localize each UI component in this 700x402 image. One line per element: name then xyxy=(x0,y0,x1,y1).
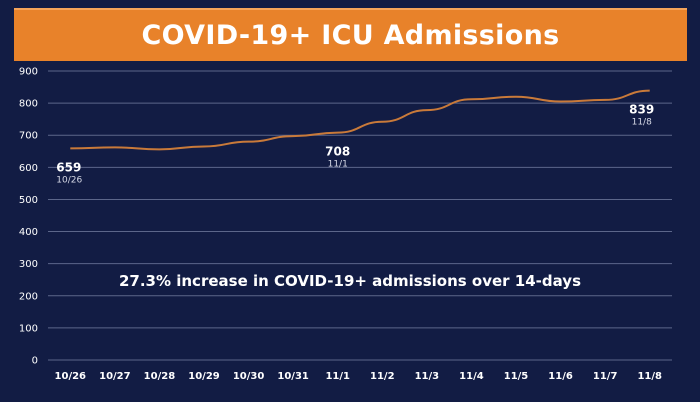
data-label-value-11-8: 839 xyxy=(629,103,654,117)
y-tick-label-300: 300 xyxy=(19,259,38,270)
data-label-date-10-26: 10/26 xyxy=(56,175,82,185)
title-bar: COVID-19+ ICU Admissions xyxy=(14,8,687,61)
y-tick-label-400: 400 xyxy=(19,227,38,238)
x-tick-label-11-4: 11/4 xyxy=(459,371,484,382)
x-tick-label-11-7: 11/7 xyxy=(593,371,618,382)
x-tick-label-10-31: 10/31 xyxy=(277,371,309,382)
chart-annotation: 27.3% increase in COVID-19+ admissions o… xyxy=(118,272,582,290)
series-line xyxy=(70,89,650,151)
y-tick-label-200: 200 xyxy=(19,291,38,302)
x-tick-label-10-28: 10/28 xyxy=(144,371,176,382)
x-tick-label-10-30: 10/30 xyxy=(233,371,265,382)
y-tick-label-700: 700 xyxy=(19,131,38,142)
x-tick-label-11-3: 11/3 xyxy=(415,371,440,382)
data-label-value-10-26: 659 xyxy=(56,160,81,174)
y-tick-label-0: 0 xyxy=(32,356,38,367)
y-tick-label-500: 500 xyxy=(19,195,38,206)
data-label-value-11-1: 708 xyxy=(325,145,350,159)
y-tick-label-900: 900 xyxy=(19,67,38,78)
data-label-date-11-1: 11/1 xyxy=(328,160,348,170)
x-tick-label-11-1: 11/1 xyxy=(325,371,350,382)
x-tick-label-10-26: 10/26 xyxy=(55,371,87,382)
x-tick-label-11-6: 11/6 xyxy=(548,371,573,382)
x-tick-label-10-29: 10/29 xyxy=(188,371,220,382)
y-tick-label-600: 600 xyxy=(19,163,38,174)
x-tick-label-11-2: 11/2 xyxy=(370,371,395,382)
chart-title: COVID-19+ ICU Admissions xyxy=(141,20,560,51)
y-tick-label-100: 100 xyxy=(19,323,38,334)
x-tick-label-10-27: 10/27 xyxy=(99,371,131,382)
data-label-date-11-8: 11/8 xyxy=(632,118,652,128)
x-tick-label-11-5: 11/5 xyxy=(504,371,529,382)
x-tick-label-11-8: 11/8 xyxy=(637,371,662,382)
y-tick-label-800: 800 xyxy=(19,99,38,110)
